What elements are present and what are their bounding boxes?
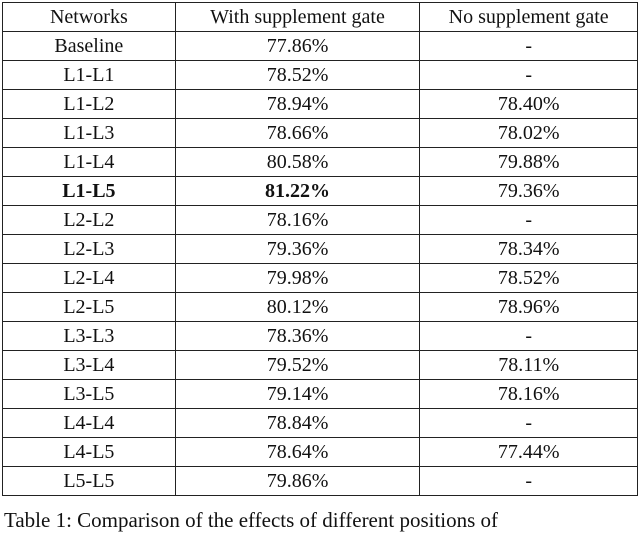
- table-cell: L2-L2: [2, 205, 176, 235]
- table-cell: 77.44%: [419, 437, 638, 467]
- table-cell: 79.86%: [174, 466, 421, 496]
- table-cell: -: [419, 408, 638, 438]
- table-cell: -: [419, 466, 638, 496]
- table-row: L1-L1 78.52% -: [2, 60, 638, 90]
- table-cell: L2-L3: [2, 234, 176, 264]
- table-row: L2-L5 80.12% 78.96%: [2, 292, 638, 322]
- table-cell: 81.22%: [174, 176, 421, 206]
- table-cell: L5-L5: [2, 466, 176, 496]
- table-cell: L1-L2: [2, 89, 176, 119]
- table-cell: Baseline: [2, 31, 176, 61]
- header-cell: No supplement gate: [419, 2, 638, 32]
- table-cell: -: [419, 321, 638, 351]
- table-row: L2-L4 79.98% 78.52%: [2, 263, 638, 293]
- table-cell: L3-L4: [2, 350, 176, 380]
- table-row: Baseline 77.86% -: [2, 31, 638, 61]
- table-cell: L3-L5: [2, 379, 176, 409]
- table-cell: 78.16%: [419, 379, 638, 409]
- table-cell: 78.02%: [419, 118, 638, 148]
- table-cell: L4-L5: [2, 437, 176, 467]
- table-cell: -: [419, 31, 638, 61]
- table-cell: 78.11%: [419, 350, 638, 380]
- table-row: L4-L5 78.64% 77.44%: [2, 437, 638, 467]
- table-cell: 78.34%: [419, 234, 638, 264]
- table-row: L4-L4 78.84% -: [2, 408, 638, 438]
- header-row: Networks With supplement gate No supplemen…: [2, 2, 638, 32]
- table-row: L2-L2 78.16% -: [2, 205, 638, 235]
- table-cell: L1-L5: [2, 176, 176, 206]
- table-cell: L3-L3: [2, 321, 176, 351]
- table-cell: 79.36%: [419, 176, 638, 206]
- table-cell: 78.94%: [174, 89, 421, 119]
- table-cell: -: [419, 205, 638, 235]
- table-cell: 78.52%: [419, 263, 638, 293]
- table-cell: 78.16%: [174, 205, 421, 235]
- table-cell: L1-L1: [2, 60, 176, 90]
- table-row: L2-L3 79.36% 78.34%: [2, 234, 638, 264]
- table-cell: 79.88%: [419, 147, 638, 177]
- table-cell: 79.36%: [174, 234, 421, 264]
- table-cell: L1-L3: [2, 118, 176, 148]
- header-cell: Networks: [2, 2, 176, 32]
- table-cell: 79.98%: [174, 263, 421, 293]
- table-cell: 78.64%: [174, 437, 421, 467]
- table-cell: 77.86%: [174, 31, 421, 61]
- table-row: L5-L5 79.86% -: [2, 466, 638, 496]
- header-cell: With supplement gate: [174, 2, 421, 32]
- table-row: L1-L5 81.22% 79.36%: [2, 176, 638, 206]
- table-cell: 80.12%: [174, 292, 421, 322]
- table-row: L1-L4 80.58% 79.88%: [2, 147, 638, 177]
- table-row: L1-L2 78.94% 78.40%: [2, 89, 638, 119]
- table-cell: 80.58%: [174, 147, 421, 177]
- table-cell: 78.96%: [419, 292, 638, 322]
- table-row: L3-L3 78.36% -: [2, 321, 638, 351]
- table-row: L3-L5 79.14% 78.16%: [2, 379, 638, 409]
- table-cell: 78.66%: [174, 118, 421, 148]
- table-cell: 78.84%: [174, 408, 421, 438]
- results-table: Networks With supplement gate No supplemen…: [2, 2, 638, 496]
- table-cell: 79.14%: [174, 379, 421, 409]
- table-cell: L1-L4: [2, 147, 176, 177]
- table-caption: Table 1: Comparison of the effects of di…: [4, 508, 499, 532]
- table-cell: 78.52%: [174, 60, 421, 90]
- table-cell: 79.52%: [174, 350, 421, 380]
- table-cell: 78.36%: [174, 321, 421, 351]
- table-cell: 78.40%: [419, 89, 638, 119]
- table-row: L1-L3 78.66% 78.02%: [2, 118, 638, 148]
- table-cell: -: [419, 60, 638, 90]
- table-cell: L2-L4: [2, 263, 176, 293]
- table-cell: L4-L4: [2, 408, 176, 438]
- table-row: L3-L4 79.52% 78.11%: [2, 350, 638, 380]
- table-cell: L2-L5: [2, 292, 176, 322]
